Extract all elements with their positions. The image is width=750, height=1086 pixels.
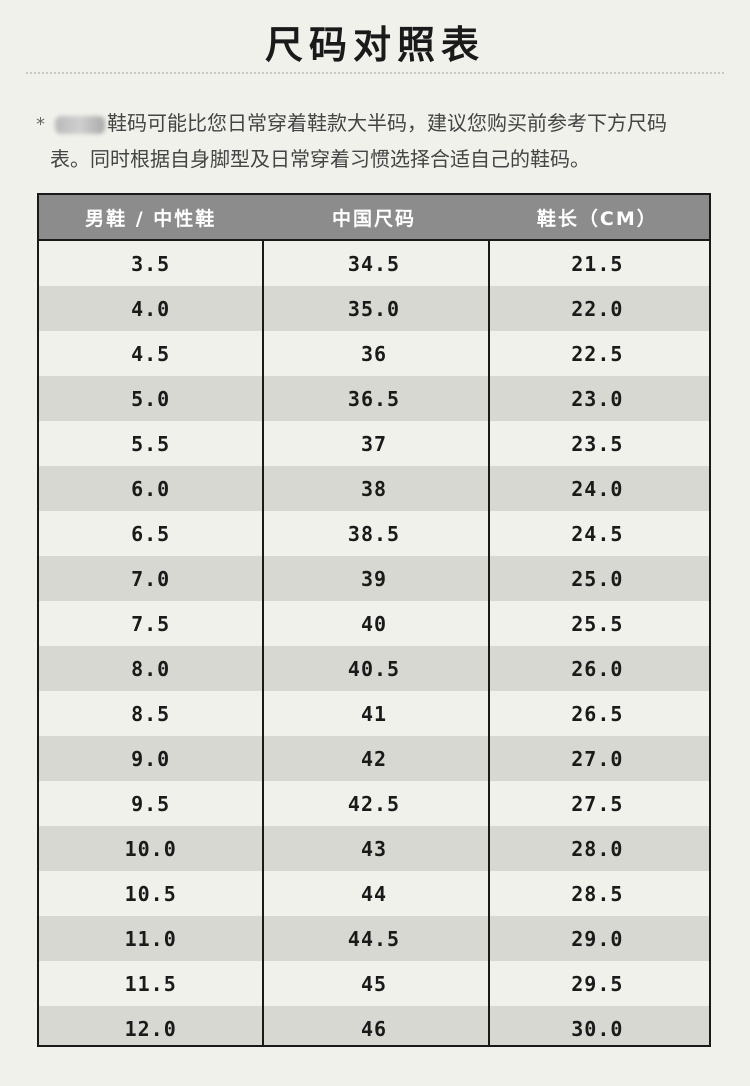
page-title: 尺码对照表 bbox=[264, 23, 485, 67]
cell-foot-length: 24.0 bbox=[571, 476, 624, 501]
cell-foot-length: 26.5 bbox=[571, 701, 624, 726]
cell-foot-length: 22.5 bbox=[571, 341, 624, 366]
cell-foot-length: 25.0 bbox=[571, 566, 624, 591]
cell-foot-length: 29.5 bbox=[571, 971, 624, 996]
cell-china-size: 42 bbox=[360, 746, 388, 771]
column-divider bbox=[488, 239, 490, 1045]
header-us-size: 男鞋 / 中性鞋 bbox=[85, 207, 217, 230]
cell-us-size: 5.0 bbox=[131, 386, 171, 411]
cell-china-size: 36 bbox=[360, 341, 388, 366]
cell-china-size: 44.5 bbox=[347, 926, 401, 951]
table-header: 男鞋 / 中性鞋 中国尺码 鞋长（CM） bbox=[39, 195, 709, 241]
cell-us-size: 11.0 bbox=[124, 926, 177, 951]
cell-us-size: 4.5 bbox=[131, 341, 171, 366]
note-asterisk: * bbox=[36, 114, 45, 135]
title-divider bbox=[26, 72, 724, 74]
column-divider bbox=[262, 239, 264, 1045]
note-line-2: 表。同时根据自身脚型及日常穿着习惯选择合适自己的鞋码。 bbox=[50, 147, 590, 171]
table-row: 12.0 46 30.0 bbox=[39, 1006, 709, 1045]
cell-us-size: 10.5 bbox=[124, 881, 177, 906]
cell-china-size: 45 bbox=[360, 971, 388, 996]
table-row: 4.5 36 22.5 bbox=[39, 331, 709, 376]
cell-foot-length: 28.0 bbox=[571, 836, 624, 861]
table-row: 6.0 38 24.0 bbox=[39, 466, 709, 511]
cell-foot-length: 24.5 bbox=[571, 521, 624, 546]
cell-us-size: 4.0 bbox=[131, 296, 171, 321]
blurred-brand-logo bbox=[55, 115, 105, 134]
cell-us-size: 6.5 bbox=[131, 521, 171, 546]
cell-us-size: 9.5 bbox=[131, 791, 171, 816]
cell-us-size: 11.5 bbox=[124, 971, 177, 996]
cell-foot-length: 27.5 bbox=[571, 791, 624, 816]
cell-us-size: 10.0 bbox=[124, 836, 177, 861]
table-row: 5.5 37 23.5 bbox=[39, 421, 709, 466]
cell-china-size: 43 bbox=[360, 836, 388, 861]
header-china-size: 中国尺码 bbox=[331, 207, 416, 230]
cell-us-size: 8.0 bbox=[131, 656, 171, 681]
table-row: 7.0 39 25.0 bbox=[39, 556, 709, 601]
cell-foot-length: 26.0 bbox=[571, 656, 624, 681]
table-body: 3.5 34.5 21.5 4.0 35.0 22.0 4.5 36 22.5 5.0 36.5 23… bbox=[39, 241, 709, 1045]
cell-china-size: 36.5 bbox=[347, 386, 401, 411]
size-chart-table: 男鞋 / 中性鞋 中国尺码 鞋长（CM） 3.5 34.5 21.5 4.0 35.0 2… bbox=[37, 193, 711, 1047]
cell-foot-length: 28.5 bbox=[571, 881, 624, 906]
cell-china-size: 44 bbox=[360, 881, 388, 906]
cell-us-size: 6.0 bbox=[131, 476, 171, 501]
table-row: 11.0 44.5 29.0 bbox=[39, 916, 709, 961]
table-row: 5.0 36.5 23.0 bbox=[39, 376, 709, 421]
table-row: 9.0 42 27.0 bbox=[39, 736, 709, 781]
cell-china-size: 39 bbox=[360, 566, 388, 591]
table-row: 6.5 38.5 24.5 bbox=[39, 511, 709, 556]
table-row: 4.0 35.0 22.0 bbox=[39, 286, 709, 331]
cell-foot-length: 27.0 bbox=[571, 746, 624, 771]
header-foot-length: 鞋长（CM） bbox=[536, 207, 658, 230]
cell-foot-length: 23.5 bbox=[571, 431, 624, 456]
cell-china-size: 34.5 bbox=[347, 251, 401, 276]
table-row: 8.5 41 26.5 bbox=[39, 691, 709, 736]
cell-china-size: 40.5 bbox=[347, 656, 401, 681]
note-line-1: 鞋码可能比您日常穿着鞋款大半码，建议您购买前参考下方尺码 bbox=[107, 111, 667, 135]
table-row: 8.0 40.5 26.0 bbox=[39, 646, 709, 691]
cell-foot-length: 23.0 bbox=[571, 386, 624, 411]
cell-us-size: 12.0 bbox=[124, 1016, 177, 1041]
cell-foot-length: 30.0 bbox=[571, 1016, 624, 1041]
table-row: 3.5 34.5 21.5 bbox=[39, 241, 709, 286]
cell-us-size: 3.5 bbox=[131, 251, 171, 276]
cell-us-size: 5.5 bbox=[131, 431, 171, 456]
cell-china-size: 38 bbox=[360, 476, 388, 501]
cell-china-size: 40 bbox=[360, 611, 388, 636]
cell-foot-length: 22.0 bbox=[571, 296, 624, 321]
cell-china-size: 37 bbox=[360, 431, 388, 456]
cell-china-size: 41 bbox=[360, 701, 388, 726]
table-row: 10.0 43 28.0 bbox=[39, 826, 709, 871]
cell-china-size: 38.5 bbox=[347, 521, 401, 546]
cell-us-size: 9.0 bbox=[131, 746, 171, 771]
table-row: 7.5 40 25.5 bbox=[39, 601, 709, 646]
cell-us-size: 7.0 bbox=[131, 566, 171, 591]
cell-us-size: 8.5 bbox=[131, 701, 171, 726]
cell-foot-length: 25.5 bbox=[571, 611, 624, 636]
cell-china-size: 42.5 bbox=[347, 791, 401, 816]
cell-foot-length: 29.0 bbox=[571, 926, 624, 951]
size-note: * 鞋码可能比您日常穿着鞋款大半码，建议您购买前参考下方尺码 表。同时根据自身脚型… bbox=[36, 106, 726, 176]
table-row: 9.5 42.5 27.5 bbox=[39, 781, 709, 826]
table-row: 10.5 44 28.5 bbox=[39, 871, 709, 916]
table-row: 11.5 45 29.5 bbox=[39, 961, 709, 1006]
cell-china-size: 35.0 bbox=[347, 296, 401, 321]
cell-us-size: 7.5 bbox=[131, 611, 171, 636]
cell-foot-length: 21.5 bbox=[571, 251, 624, 276]
cell-china-size: 46 bbox=[360, 1016, 388, 1041]
